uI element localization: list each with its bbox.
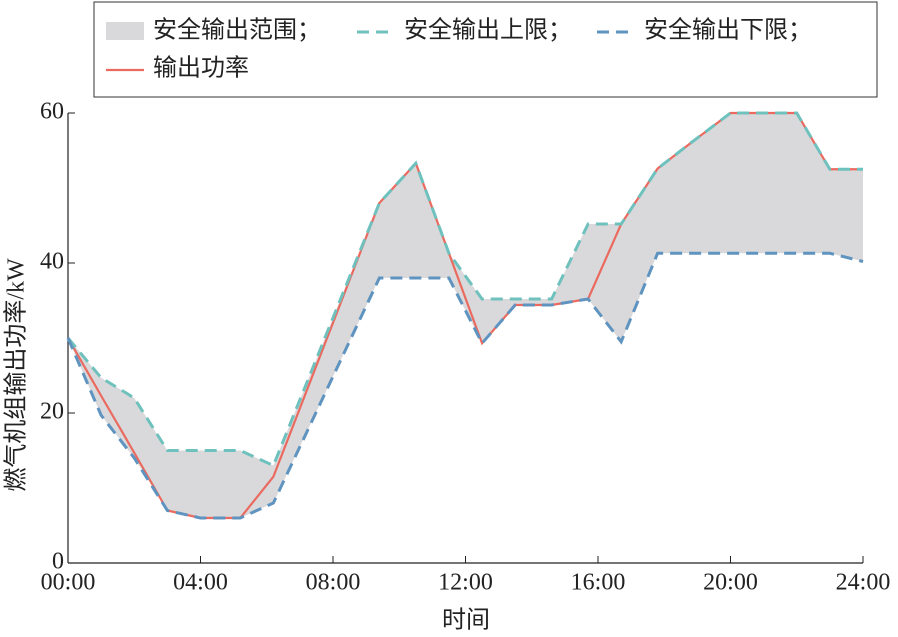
y-tick-label: 20 <box>40 399 64 425</box>
series-line <box>66 251 864 520</box>
legend-label: 安全输出上限； <box>404 17 572 44</box>
x-tick-label: 04:00 <box>173 570 228 596</box>
x-tick-label: 16:00 <box>571 570 626 596</box>
x-tick-label: 12:00 <box>438 570 493 596</box>
x-tick-label: 20:00 <box>703 570 758 596</box>
y-tick-label: 40 <box>40 249 64 275</box>
legend-label: 安全输出下限； <box>644 17 812 44</box>
y-axis-label: 燃气机组输出功率/kW <box>3 258 30 492</box>
x-axis-label: 时间 <box>442 607 490 634</box>
legend-label: 安全输出范围； <box>153 17 321 44</box>
legend-box <box>93 1 878 98</box>
y-tick-label: 60 <box>40 99 64 125</box>
x-tick-label: 24:00 <box>836 570 891 596</box>
safe-band <box>68 113 863 518</box>
x-tick-label: 00:00 <box>41 570 96 596</box>
legend-swatch <box>106 22 144 40</box>
series-line <box>66 111 863 468</box>
legend-label: 输出功率 <box>153 55 249 82</box>
y-tick-label: 0 <box>52 549 64 575</box>
x-tick-label: 08:00 <box>306 570 361 596</box>
